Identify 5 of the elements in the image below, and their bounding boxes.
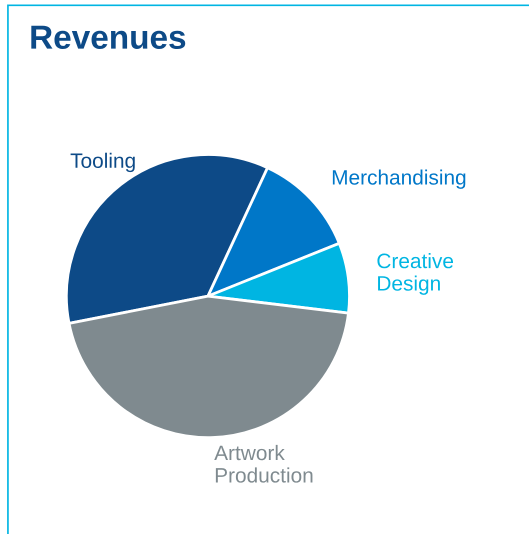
slice-label: Merchandising xyxy=(332,169,466,189)
slice-label: Artwork Production xyxy=(214,444,312,483)
slice-label: Tooling xyxy=(70,152,135,172)
chart-title: Revenues xyxy=(31,26,186,49)
slice-label: Creative Design xyxy=(377,253,454,295)
